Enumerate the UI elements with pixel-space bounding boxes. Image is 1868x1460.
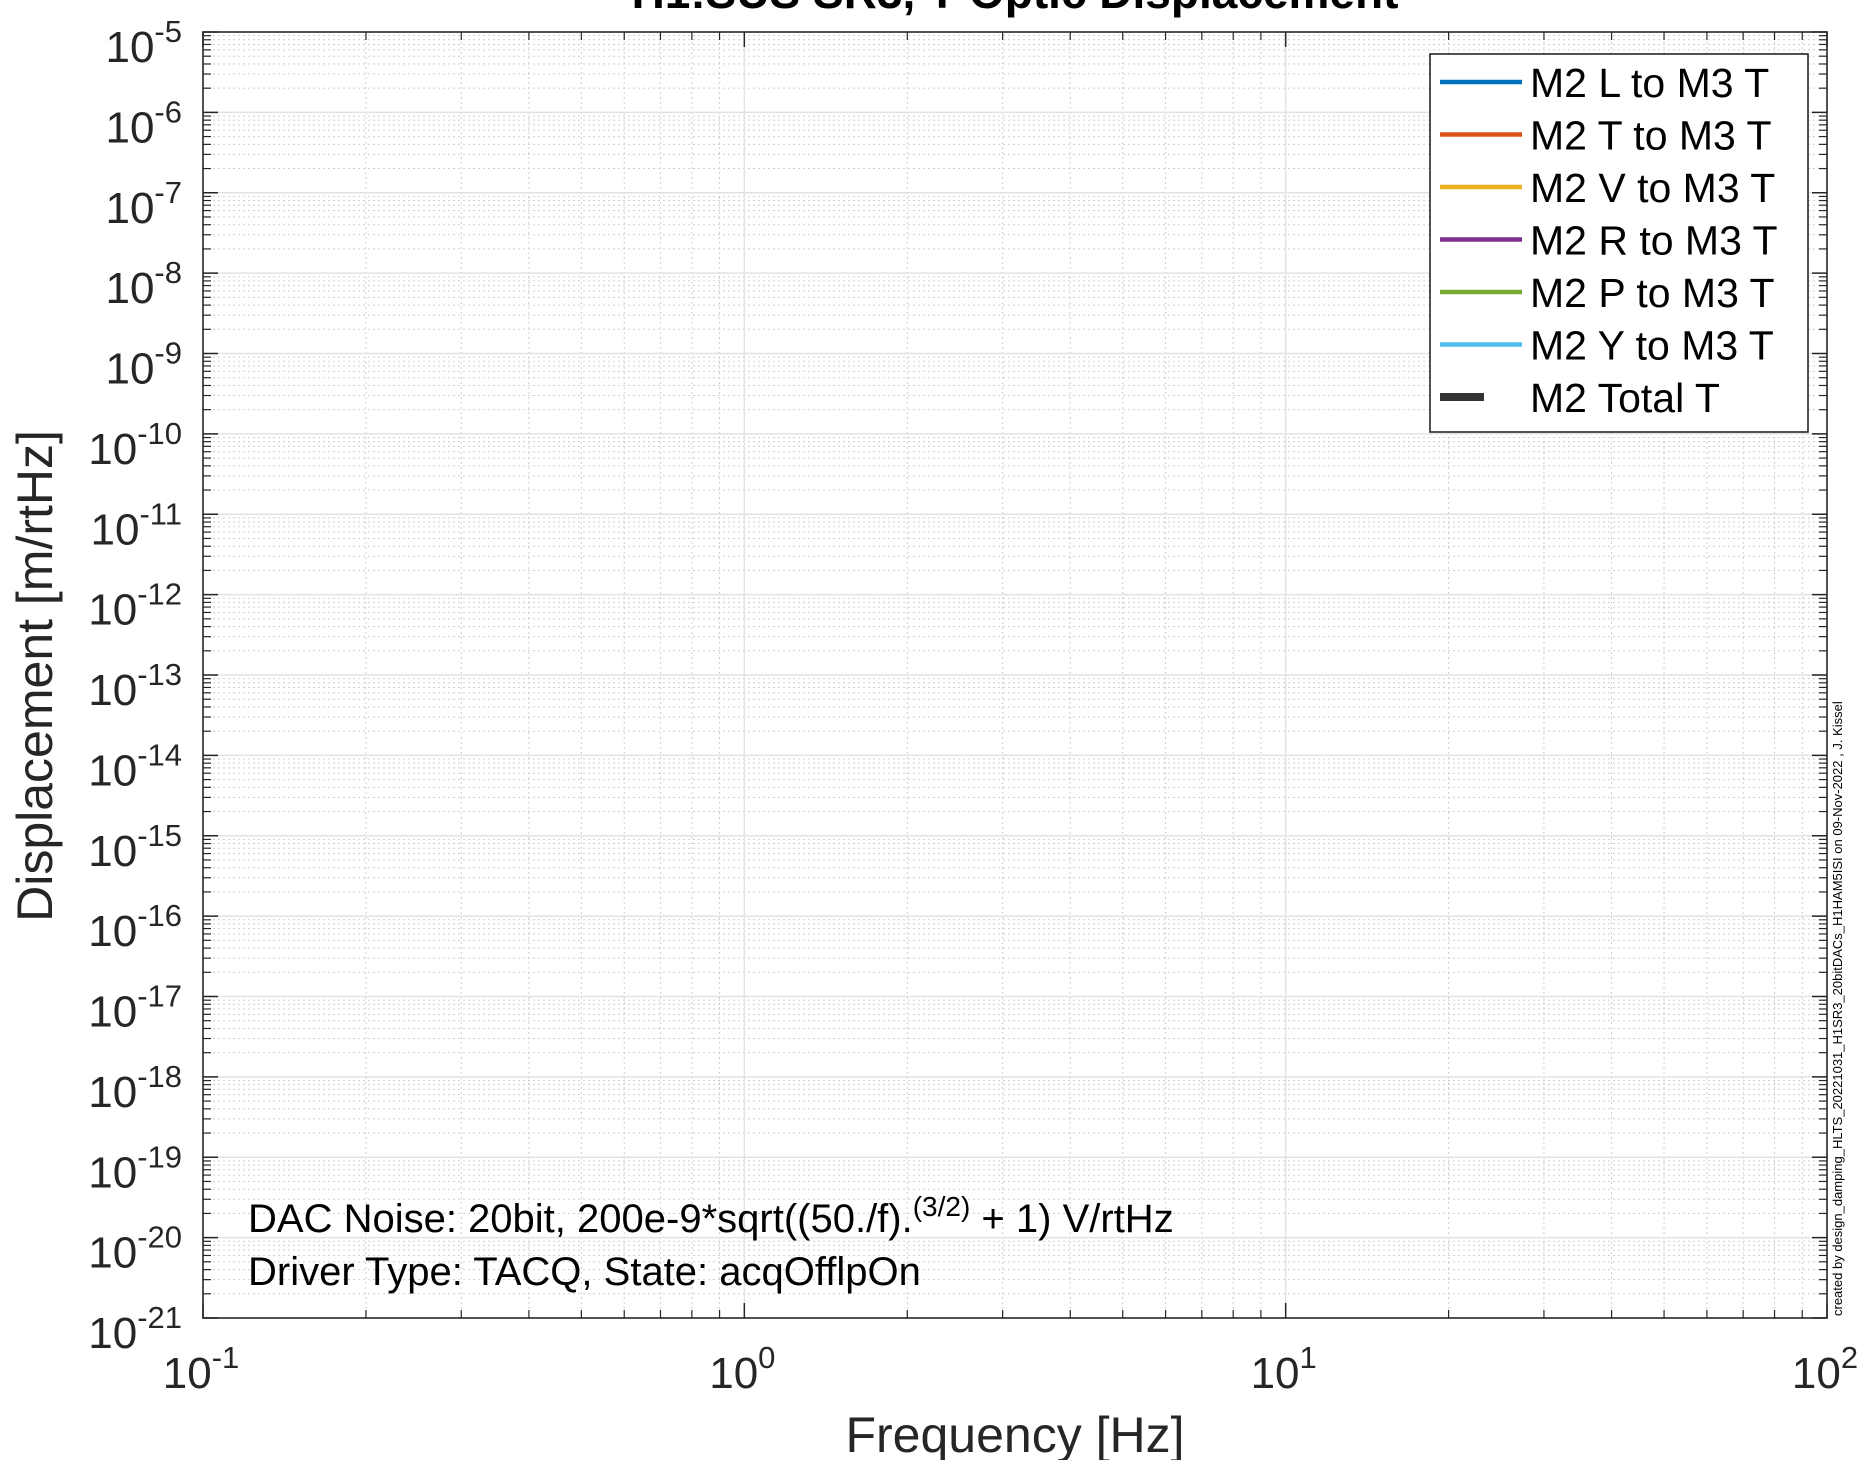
x-tick-labels: 10-1 100 101 102: [163, 1340, 1858, 1398]
legend-box: [1429, 53, 1809, 433]
y-tick-label: 10-14: [88, 737, 182, 795]
y-tick-label: 10-20: [88, 1220, 182, 1278]
legend-label: M2 Y to M3 T: [1530, 323, 1774, 369]
legend-label: M2 R to M3 T: [1530, 218, 1778, 264]
y-tick-label: 10-18: [88, 1059, 182, 1117]
x-tick-label: 101: [1251, 1340, 1317, 1398]
y-tick-label: 10-8: [105, 255, 182, 313]
y-tick-label: 10-7: [105, 175, 182, 233]
y-axis-label: Displacement [m/rtHz]: [7, 430, 63, 922]
legend-label: M2 L to M3 T: [1530, 60, 1769, 106]
legend-label: M2 T to M3 T: [1530, 113, 1772, 159]
y-tick-label: 10-19: [88, 1139, 182, 1197]
y-tick-label: 10-12: [88, 577, 182, 635]
x-tick-label: 102: [1792, 1340, 1858, 1398]
y-tick-label: 10-21: [88, 1300, 182, 1358]
driver-annotation: Driver Type: TACQ, State: acqOfflpOn: [248, 1250, 921, 1294]
x-tick-label: 10-1: [163, 1340, 240, 1398]
tick-marks: [202, 31, 1828, 1319]
credit-text: created by design_damping_HLTS_20221031_…: [1830, 701, 1845, 1316]
x-tick-label: 100: [709, 1340, 775, 1398]
minor-grid: [203, 32, 1827, 1318]
y-tick-label: 10-16: [88, 898, 182, 956]
y-tick-labels: 10-5 10-6 10-7 10-8 10-9 10-10 10-11 10-12 10-13…: [88, 14, 182, 1358]
y-tick-label: 10-10: [88, 416, 182, 474]
y-tick-label: 10-15: [88, 818, 182, 876]
y-tick-label: 10-17: [88, 979, 182, 1037]
y-tick-label: 10-11: [91, 496, 182, 554]
y-tick-label: 10-5: [105, 14, 182, 72]
x-axis-label: Frequency [Hz]: [845, 1407, 1184, 1460]
legend-label: M2 P to M3 T: [1530, 270, 1775, 316]
y-tick-label: 10-9: [105, 336, 182, 394]
chart-title: H1:SUS SR3, T Optic Displacement: [632, 0, 1399, 18]
legend-label: M2 V to M3 T: [1530, 165, 1775, 211]
y-tick-label: 10-6: [105, 94, 182, 152]
legend: M2 L to M3 T M2 T to M3 T M2 V to M3 T M2 R…: [1429, 53, 1809, 433]
dac-noise-annotation: DAC Noise: 20bit, 200e-9*sqrt((50./f).(3…: [248, 1191, 1174, 1241]
y-tick-label: 10-13: [88, 657, 182, 715]
legend-label: M2 Total T: [1530, 375, 1720, 421]
